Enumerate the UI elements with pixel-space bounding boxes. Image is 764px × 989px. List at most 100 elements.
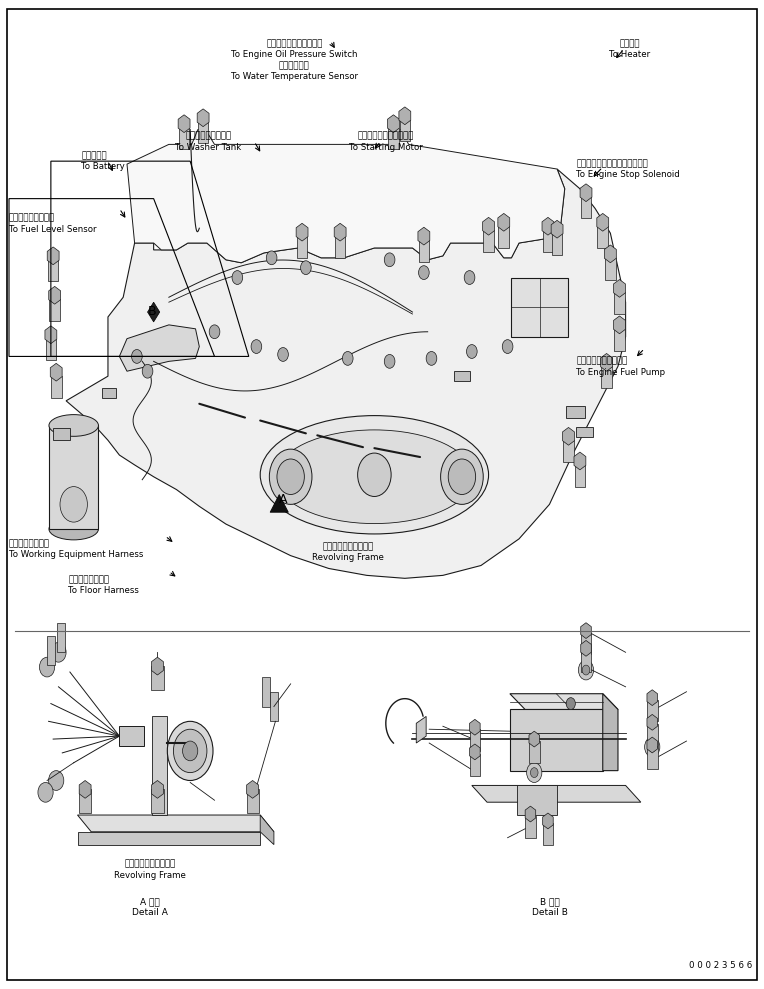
Bar [47,636,55,666]
Circle shape [40,658,55,676]
Circle shape [448,459,476,494]
Text: 0 0 0 2 3 5 6 6: 0 0 0 2 3 5 6 6 [689,961,753,970]
Polygon shape [510,693,618,709]
Bar [263,676,270,706]
Bar [470,729,481,751]
Bar [511,278,568,336]
Bar [525,816,536,838]
Circle shape [342,351,353,365]
Bar [119,726,144,746]
Circle shape [270,449,312,504]
Polygon shape [472,785,641,802]
Circle shape [51,643,66,663]
Text: フロアハーネスへ
To Floor Harness: フロアハーネスへ To Floor Harness [68,576,139,595]
Text: レボルビングフレーム
Revolving Frame: レボルビングフレーム Revolving Frame [312,542,384,562]
Polygon shape [66,169,626,579]
Circle shape [426,351,437,365]
Circle shape [441,449,484,504]
Circle shape [419,266,429,280]
Circle shape [49,770,64,790]
Text: B 詳細
Detail B: B 詳細 Detail B [532,897,568,917]
Bar [581,651,591,672]
Circle shape [251,339,262,353]
Bar [614,328,625,350]
Polygon shape [261,815,274,845]
Text: ヒータへ
To Heater: ヒータへ To Heater [609,39,650,59]
Bar [566,405,585,417]
Bar [400,120,410,141]
Circle shape [167,721,213,780]
Bar [597,226,608,248]
Bar [151,789,163,813]
Circle shape [566,697,575,709]
Bar [270,691,277,721]
Circle shape [467,344,478,358]
Circle shape [465,271,475,285]
Text: エンジンストップソレノイドへ
To Engine Stop Solenoid: エンジンストップソレノイドへ To Engine Stop Solenoid [576,159,680,179]
Polygon shape [603,693,618,770]
Polygon shape [270,494,288,512]
Text: A 詳細
Detail A: A 詳細 Detail A [132,897,168,917]
Ellipse shape [261,415,488,534]
Bar [498,226,509,248]
Polygon shape [127,130,565,263]
Bar [605,258,616,280]
Bar [455,371,470,381]
Polygon shape [517,785,557,815]
Text: 作業機ハーネスへ
To Working Equipment Harness: 作業機ハーネスへ To Working Equipment Harness [9,539,144,559]
Bar [51,376,62,398]
Bar [542,823,553,845]
Circle shape [384,253,395,267]
Circle shape [578,661,594,679]
Circle shape [358,453,391,496]
Polygon shape [77,832,261,845]
Polygon shape [77,815,274,832]
Polygon shape [147,303,160,321]
Bar [575,465,585,487]
Text: レボルビングフレーム
Revolving Frame: レボルビングフレーム Revolving Frame [114,859,186,879]
Polygon shape [119,324,199,371]
Bar [335,236,345,258]
Bar [50,300,60,320]
Bar [46,338,57,360]
Circle shape [645,737,660,757]
Ellipse shape [276,430,474,523]
Bar [563,440,574,462]
Bar [419,240,429,262]
Bar [581,197,591,219]
Ellipse shape [49,414,99,436]
Bar [198,122,209,143]
Bar [576,427,593,437]
Circle shape [38,782,53,802]
Bar [552,233,562,255]
Bar [614,293,625,315]
Circle shape [267,251,277,265]
Polygon shape [152,716,167,815]
Circle shape [277,459,304,494]
Circle shape [582,666,590,674]
Text: ウォッシャタンクへ
To Washer Tank: ウォッシャタンクへ To Washer Tank [175,132,241,151]
Bar [647,724,658,746]
Bar [542,230,553,252]
Bar [388,128,399,149]
Circle shape [277,347,288,361]
Bar [601,366,612,388]
Bar [647,699,658,721]
Circle shape [142,364,153,378]
Text: バッテリへ
To Battery: バッテリへ To Battery [81,151,125,171]
Text: 燃料レベルセンサへ
To Fuel Level Sensor: 燃料レベルセンサへ To Fuel Level Sensor [9,214,96,233]
Circle shape [530,767,538,777]
Circle shape [502,339,513,353]
Bar [647,747,658,768]
Bar [102,388,115,398]
Circle shape [384,354,395,368]
Bar [179,128,189,149]
Bar [484,230,494,252]
Circle shape [209,324,220,338]
Text: B: B [147,306,157,318]
Text: エンジン燃料ポンプへ
To Engine Fuel Pump: エンジン燃料ポンプへ To Engine Fuel Pump [576,356,665,377]
Bar [57,623,65,653]
Text: スターティングモータへ
To Starting Motor: スターティングモータへ To Starting Motor [349,132,422,151]
Bar [581,633,591,655]
Text: A: A [279,493,287,505]
